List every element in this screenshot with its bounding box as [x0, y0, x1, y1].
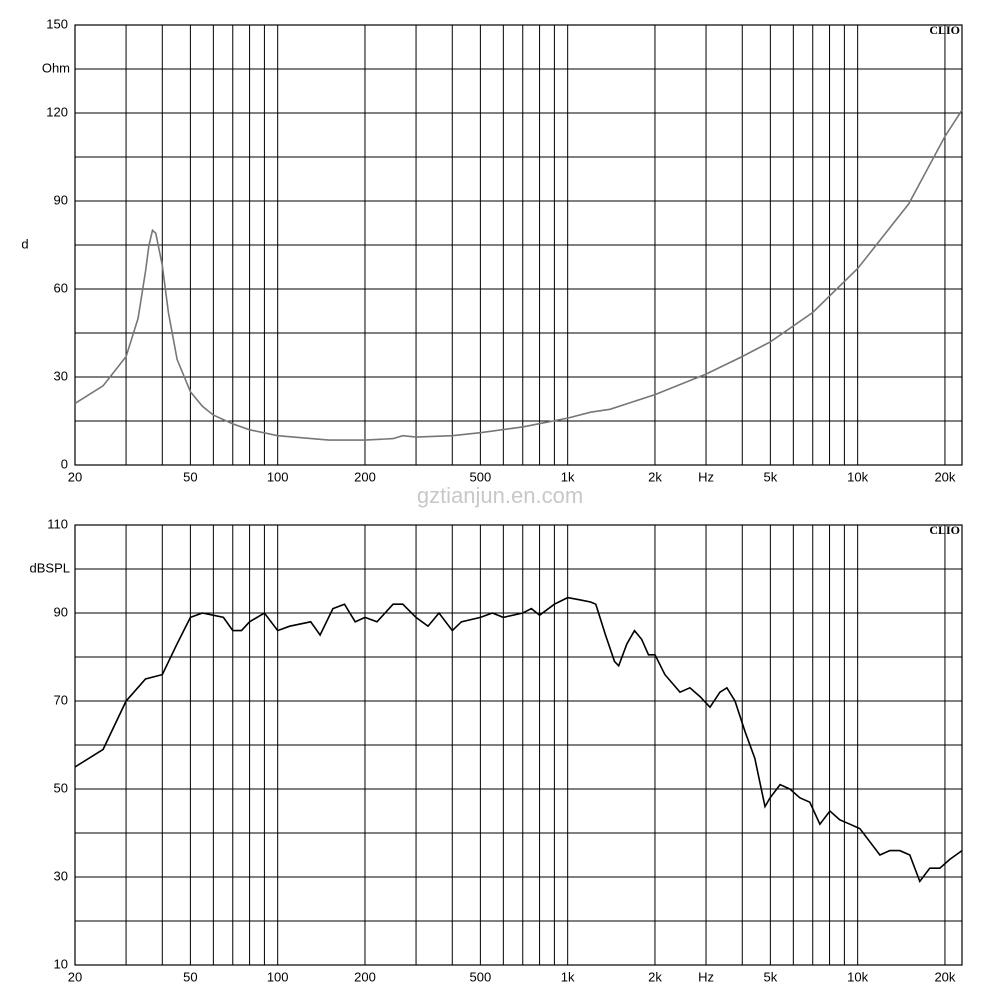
y-unit: dBSPL: [30, 560, 70, 575]
y-tick-label: 10: [54, 956, 68, 971]
x-tick-label: 200: [354, 969, 376, 984]
watermark: gztianjun.en.com: [417, 483, 583, 508]
y-tick-label: 120: [46, 104, 68, 119]
x-tick-label: 200: [354, 469, 376, 484]
y-tick-label: 150: [46, 16, 68, 31]
x-tick-label: 20k: [934, 969, 955, 984]
x-tick-label: 20: [68, 969, 82, 984]
x-tick-label: 10k: [847, 469, 868, 484]
badge: CLIO: [929, 523, 960, 537]
x-tick-label: 100: [267, 469, 289, 484]
x-tick-label: Hz: [698, 469, 714, 484]
x-tick-label: 1k: [561, 469, 575, 484]
y-tick-label: 30: [54, 868, 68, 883]
x-tick-label: 5k: [763, 469, 777, 484]
x-tick-label: 10k: [847, 969, 868, 984]
plot-frame: [74, 524, 963, 966]
y-tick-label: 90: [54, 192, 68, 207]
x-tick-label: 50: [183, 969, 197, 984]
y-tick-label: 110: [47, 516, 68, 531]
x-tick-label: 500: [470, 969, 492, 984]
x-tick-label: 1k: [561, 969, 575, 984]
y-tick-label: 0: [61, 456, 68, 471]
y-tick-label: 60: [54, 280, 68, 295]
curve: [74, 109, 963, 441]
x-tick-label: Hz: [698, 969, 714, 984]
y-unit: Ohm: [42, 60, 70, 75]
plot-frame: [74, 24, 963, 466]
y-tick-label: 90: [54, 604, 68, 619]
y-tick-label: 30: [54, 368, 68, 383]
x-tick-label: 5k: [763, 969, 777, 984]
y-tick-label: 70: [54, 692, 68, 707]
x-tick-label: 20k: [934, 469, 955, 484]
y-tick-label: 50: [54, 780, 68, 795]
x-tick-label: 500: [470, 469, 492, 484]
x-tick-label: 50: [183, 469, 197, 484]
x-tick-label: 100: [267, 969, 289, 984]
x-tick-label: 20: [68, 469, 82, 484]
x-tick-label: 2k: [648, 969, 662, 984]
y-axis-label: d: [21, 236, 28, 251]
badge: CLIO: [929, 23, 960, 37]
curve: [74, 596, 963, 884]
x-tick-label: 2k: [648, 469, 662, 484]
